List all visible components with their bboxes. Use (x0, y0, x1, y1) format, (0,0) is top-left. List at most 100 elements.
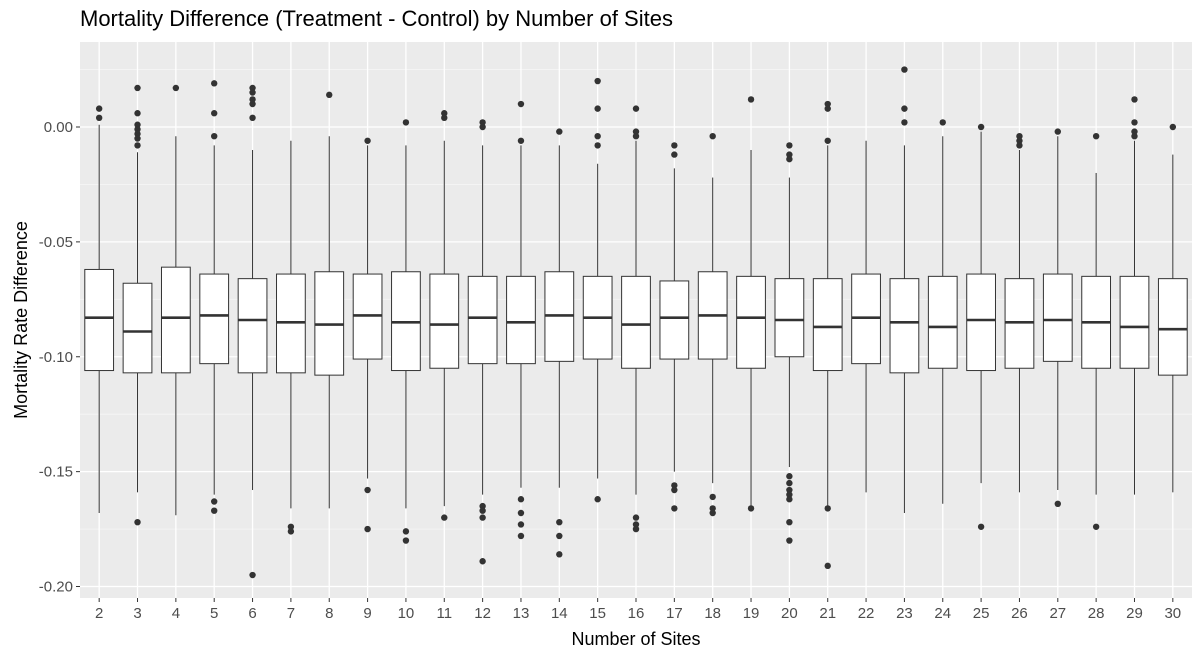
x-tick-label: 7 (287, 605, 295, 622)
outlier-point (517, 100, 525, 108)
outlier-point (326, 91, 333, 99)
x-tick-label: 23 (896, 605, 913, 622)
outlier-point (1016, 132, 1023, 140)
outlier-point (709, 132, 716, 140)
box-iqr (889, 278, 920, 374)
box-22 (851, 140, 881, 493)
outlier-point (671, 505, 678, 512)
outlier-point (1131, 132, 1138, 140)
outlier-point (747, 96, 755, 103)
outlier-point (479, 119, 486, 126)
outlier-point (901, 119, 908, 126)
outlier-point (249, 114, 256, 122)
outlier-point (211, 132, 218, 140)
outlier-point (556, 128, 563, 135)
outlier-point (364, 137, 371, 144)
box-9 (352, 137, 383, 533)
x-tick-label: 20 (781, 605, 798, 622)
box-18 (697, 132, 728, 517)
outlier-point (786, 496, 793, 503)
x-tick-label: 22 (858, 605, 875, 622)
outlier-point (95, 105, 103, 112)
box-6 (237, 84, 268, 579)
outlier-point (134, 84, 141, 92)
outlier-point (632, 128, 640, 135)
outlier-point (824, 137, 831, 144)
box-29 (1119, 96, 1150, 495)
box-iqr (1119, 275, 1150, 369)
box-23 (889, 66, 920, 513)
box-iqr (237, 278, 268, 374)
outlier-point (977, 123, 985, 131)
outlier-point (441, 114, 448, 122)
box-iqr (966, 273, 996, 372)
outlier-point (1054, 500, 1061, 508)
outlier-point (134, 121, 141, 128)
outlier-point (786, 491, 793, 498)
y-axis-title: Mortality Rate Difference (11, 221, 31, 419)
outlier-point (632, 514, 640, 521)
outlier-point (786, 473, 793, 480)
outlier-point (556, 518, 563, 526)
outlier-point (517, 496, 525, 503)
outlier-point (211, 507, 218, 514)
outlier-point (134, 110, 141, 117)
outlier-point (172, 84, 180, 92)
outlier-point (402, 537, 410, 544)
outlier-point (249, 84, 256, 92)
outlier-point (632, 132, 640, 140)
y-tick-label: -0.05 (39, 234, 73, 251)
outlier-point (671, 482, 678, 489)
x-tick-label: 5 (210, 605, 218, 622)
outlier-point (671, 151, 678, 158)
outlier-point (1092, 523, 1100, 530)
box-20 (774, 142, 805, 544)
box-13 (506, 100, 536, 540)
outlier-point (95, 114, 103, 122)
axis-ticks: 0.00-0.05-0.10-0.15-0.202 3 4 5 6 7 8 9 10 11 12 13… (39, 119, 1181, 622)
box-iqr (160, 266, 191, 374)
box-24 (927, 119, 958, 504)
outlier-point (786, 479, 793, 487)
outlier-point (517, 532, 525, 540)
outlier-point (479, 502, 486, 510)
x-tick-label: 14 (551, 605, 568, 622)
x-tick-label: 24 (934, 605, 951, 622)
x-tick-label: 29 (1126, 605, 1143, 622)
box-11 (429, 110, 460, 521)
x-tick-label: 17 (666, 605, 683, 622)
outlier-point (364, 525, 371, 533)
box-8 (314, 91, 345, 509)
box-iqr (1157, 278, 1188, 376)
box-15 (582, 77, 613, 503)
outlier-point (671, 486, 678, 494)
box-26 (1004, 132, 1035, 493)
x-tick-label: 25 (973, 605, 990, 622)
box-2 (84, 105, 115, 513)
outlier-point (556, 532, 563, 540)
outlier-point (479, 507, 486, 514)
outlier-point (786, 142, 793, 149)
box-iqr (736, 275, 766, 369)
box-iqr (429, 273, 460, 369)
box-7 (276, 140, 306, 535)
outlier-point (709, 505, 716, 512)
outlier-point (249, 571, 256, 579)
x-tick-label: 13 (513, 605, 530, 622)
outlier-point (134, 126, 141, 133)
outlier-point (441, 110, 448, 117)
outlier-point (1131, 96, 1138, 103)
box-17 (659, 142, 690, 512)
outlier-point (1131, 119, 1138, 126)
outlier-point (402, 528, 410, 535)
outlier-point (939, 119, 946, 126)
boxes (84, 66, 1188, 579)
outlier-point (1016, 142, 1023, 149)
x-tick-label: 11 (436, 605, 452, 622)
outlier-point (287, 523, 295, 530)
outlier-point (786, 151, 793, 158)
outlier-point (901, 105, 908, 112)
box-21 (812, 100, 843, 570)
outlier-point (479, 558, 486, 565)
